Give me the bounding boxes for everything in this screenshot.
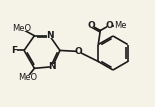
Text: O: O xyxy=(105,21,113,30)
Bar xyxy=(114,23,126,28)
Bar xyxy=(50,65,55,69)
Bar xyxy=(89,23,94,28)
Text: MeO: MeO xyxy=(12,24,31,33)
Text: MeO: MeO xyxy=(18,73,37,82)
Text: O: O xyxy=(87,21,95,30)
Text: Me: Me xyxy=(114,21,126,30)
Bar xyxy=(14,26,28,31)
Text: O: O xyxy=(74,47,82,56)
Bar xyxy=(107,23,112,28)
Text: F: F xyxy=(11,46,17,55)
Bar xyxy=(20,75,34,80)
Bar xyxy=(75,49,80,54)
Bar xyxy=(12,48,17,53)
Bar xyxy=(47,33,52,38)
Text: N: N xyxy=(49,62,56,71)
Text: N: N xyxy=(46,31,53,40)
